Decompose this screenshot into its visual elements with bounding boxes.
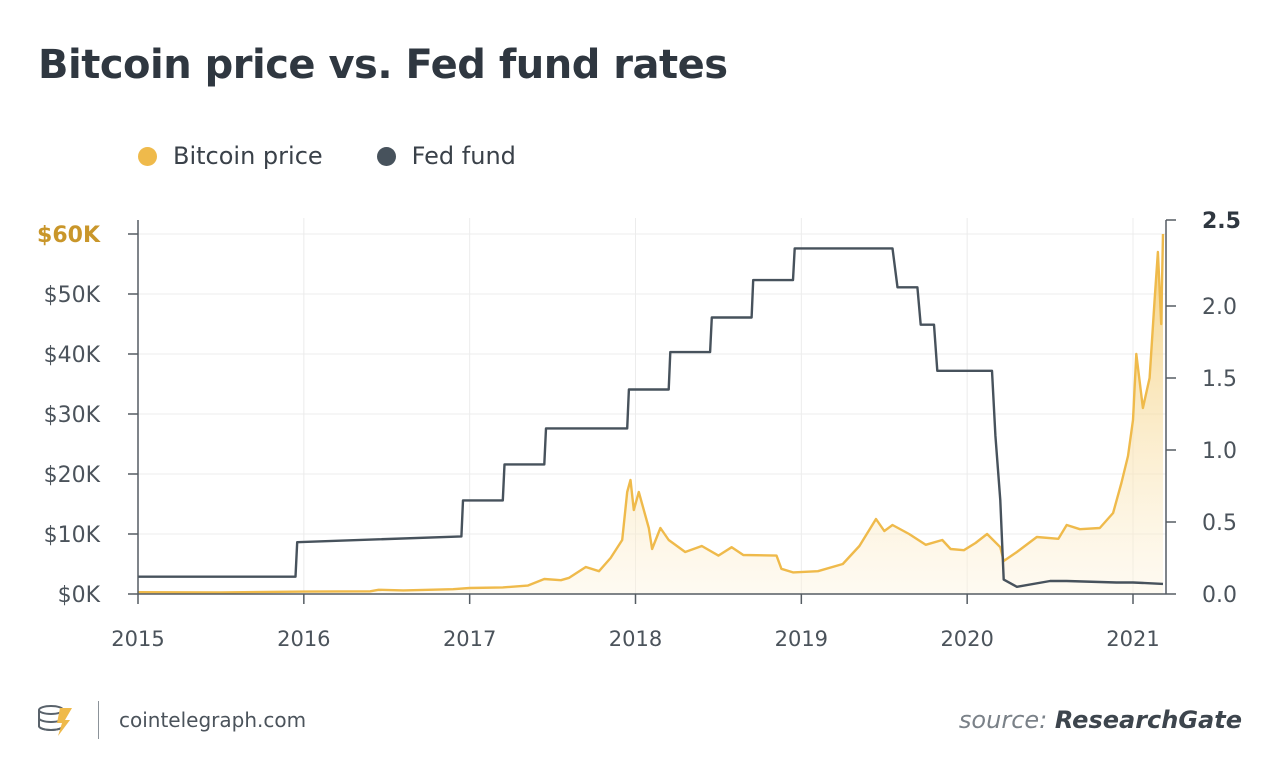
- y-right-tick-label: 2.5: [1202, 209, 1241, 234]
- legend-label-bitcoin: Bitcoin price: [173, 142, 323, 170]
- footer-brand: cointelegraph.com: [34, 700, 306, 740]
- y-right-tick-label: 1.5: [1202, 367, 1237, 392]
- y-left-tick-label: $60K: [37, 223, 101, 248]
- grid-lines: [138, 218, 1166, 594]
- axes: 2015 2016 2017 2018 2019 2020 2021 $0K $10K $20K $…: [37, 209, 1241, 651]
- y-left-tick-label: $20K: [44, 463, 101, 488]
- y-left-tick-label: $50K: [44, 283, 101, 308]
- cointelegraph-coin-icon: [38, 705, 72, 736]
- chart-plot: 2015 2016 2017 2018 2019 2020 2021 $0K $10K $20K $…: [37, 209, 1241, 651]
- source-prefix: source:: [958, 706, 1048, 734]
- y-right-tick-label: 1.0: [1202, 439, 1237, 464]
- x-tick-label: 2019: [775, 627, 828, 651]
- legend-item-bitcoin: Bitcoin price: [138, 142, 323, 170]
- y-left-tick-label: $10K: [44, 523, 101, 548]
- chart-title: Bitcoin price vs. Fed fund rates: [38, 42, 728, 88]
- source-name: ResearchGate: [1054, 706, 1242, 734]
- x-tick-label: 2021: [1106, 627, 1159, 651]
- bitcoin-series: [137, 233, 1165, 594]
- fed-series: [138, 247, 1164, 588]
- x-tick-label: 2016: [277, 627, 330, 651]
- x-tick-label: 2020: [940, 627, 993, 651]
- y-right-tick-label: 0.0: [1202, 583, 1237, 608]
- x-tick-label: 2015: [111, 627, 164, 651]
- x-tick-label: 2018: [609, 627, 662, 651]
- x-tick-label: 2017: [443, 627, 496, 651]
- legend-dot-bitcoin-icon: [138, 146, 157, 166]
- site-name: cointelegraph.com: [119, 708, 307, 732]
- y-left-tick-label: $30K: [44, 403, 101, 428]
- legend-label-fed: Fed fund: [411, 142, 516, 170]
- legend-dot-fed-icon: [376, 146, 396, 166]
- y-right-tick-label: 2.0: [1202, 295, 1237, 320]
- footer-divider: [98, 701, 99, 739]
- fed-line: [138, 247, 1164, 588]
- chart-legend: Bitcoin price Fed fund: [138, 142, 516, 170]
- y-left-tick-label: $40K: [44, 343, 101, 368]
- y-right-tick-label: 0.5: [1202, 511, 1237, 536]
- bitcoin-area: [138, 234, 1163, 594]
- y-left-tick-label: $0K: [58, 583, 101, 608]
- bitcoin-line: [137, 233, 1165, 594]
- source-credit: source: ResearchGate: [959, 706, 1242, 734]
- legend-item-fed: Fed fund: [376, 142, 516, 170]
